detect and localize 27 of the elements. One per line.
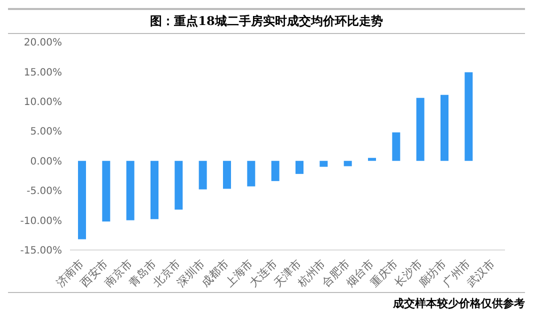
bar bbox=[247, 160, 256, 186]
y-tick-label: 15.00% bbox=[24, 67, 62, 78]
bar bbox=[126, 160, 134, 220]
bar bbox=[102, 160, 110, 222]
bar bbox=[440, 94, 448, 161]
bar bbox=[223, 160, 231, 189]
bar bbox=[368, 158, 376, 161]
y-tick-label: 5.00% bbox=[30, 126, 62, 138]
bar bbox=[416, 98, 424, 161]
y-tick-label: -10.00% bbox=[20, 216, 62, 227]
y-tick-label: 20.00% bbox=[24, 38, 62, 49]
bar bbox=[150, 160, 158, 220]
bar bbox=[344, 160, 352, 166]
y-tick-label: 0.00% bbox=[30, 156, 62, 168]
bar bbox=[296, 160, 304, 174]
bar bbox=[392, 132, 400, 161]
y-tick-label: -5.00% bbox=[26, 186, 62, 198]
bar bbox=[198, 160, 207, 190]
bar bbox=[174, 160, 183, 210]
bar bbox=[78, 160, 86, 240]
chart-title: 图：重点18城二手房实时成交均价环比走势 bbox=[8, 8, 525, 34]
y-tick-label: -15.00% bbox=[20, 246, 62, 257]
y-tick-label: 10.00% bbox=[24, 96, 62, 108]
bar bbox=[464, 72, 473, 161]
bar bbox=[271, 160, 280, 182]
text: 成交样本较少价格仅供参考 bbox=[393, 297, 525, 310]
bar bbox=[320, 160, 328, 167]
